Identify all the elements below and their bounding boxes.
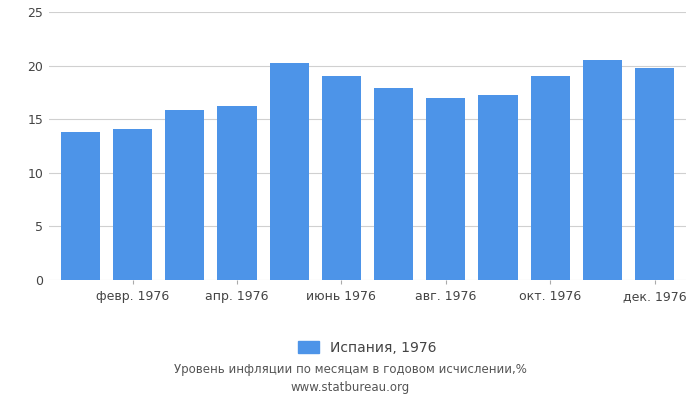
Bar [113, 129, 152, 280]
Text: www.statbureau.org: www.statbureau.org [290, 382, 410, 394]
Bar [583, 60, 622, 280]
Bar [165, 110, 204, 280]
Text: Уровень инфляции по месяцам в годовом исчислении,%: Уровень инфляции по месяцам в годовом ис… [174, 364, 526, 376]
Bar [374, 88, 413, 280]
Bar [531, 76, 570, 280]
Bar [322, 76, 361, 280]
Bar [218, 106, 256, 280]
Bar [426, 98, 466, 280]
Bar [61, 132, 100, 280]
Legend: Испания, 1976: Испания, 1976 [293, 335, 442, 360]
Bar [270, 64, 309, 280]
Bar [479, 94, 517, 280]
Bar [635, 68, 674, 280]
